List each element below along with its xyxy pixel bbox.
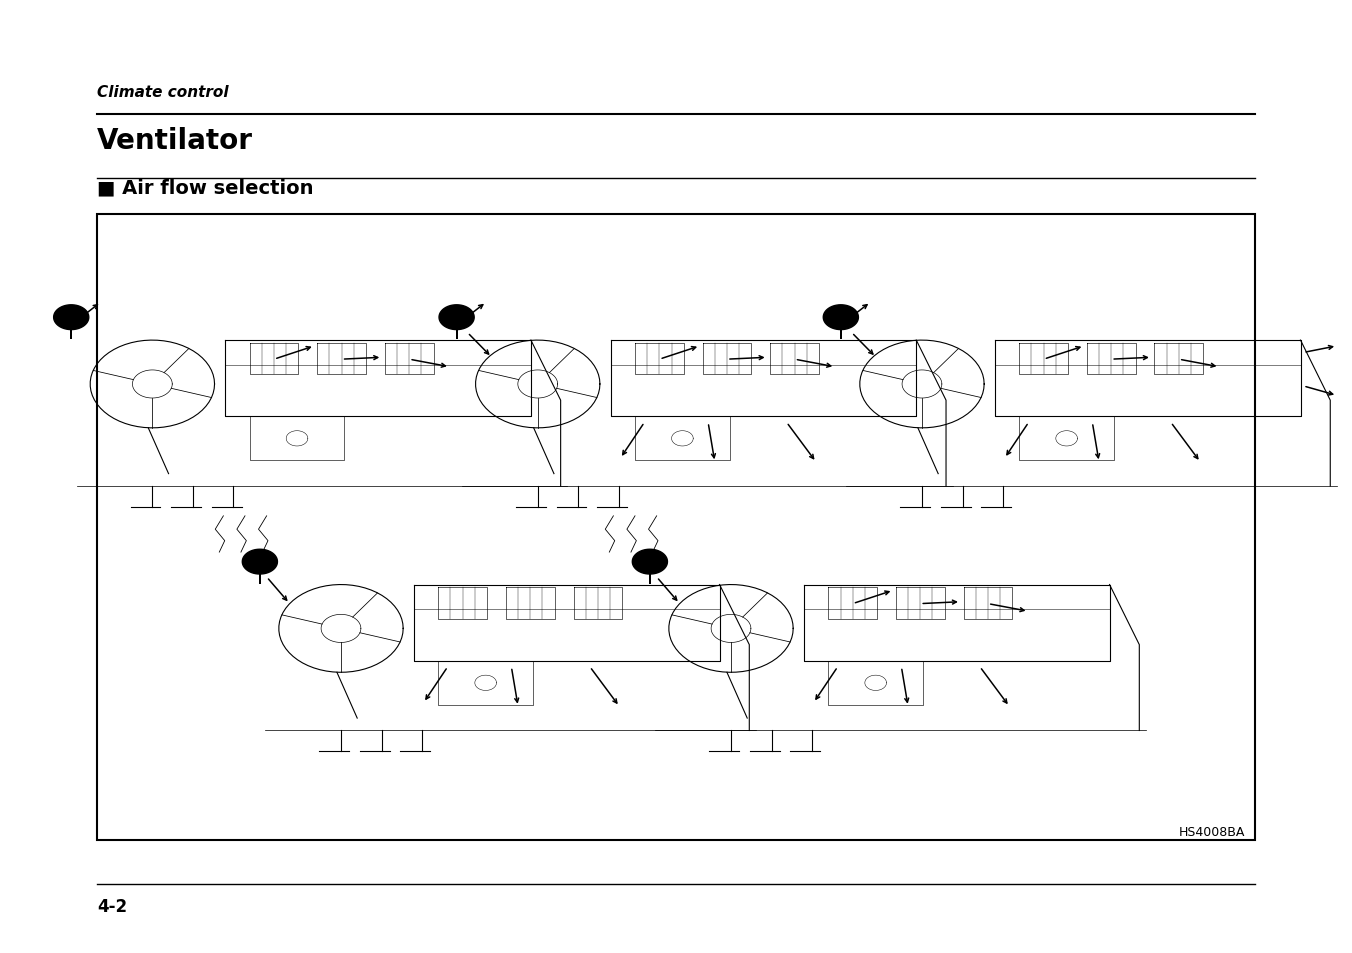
Polygon shape [823,306,859,331]
Polygon shape [242,550,277,575]
Text: Climate control: Climate control [97,85,228,100]
Text: HS4008BA: HS4008BA [1179,824,1245,838]
Polygon shape [633,550,668,575]
Text: ■ Air flow selection: ■ Air flow selection [97,178,314,197]
Text: 4-2: 4-2 [97,897,127,915]
Polygon shape [439,306,475,331]
Text: Ventilator: Ventilator [97,127,253,154]
Polygon shape [54,306,89,331]
Bar [97,214,1255,841]
